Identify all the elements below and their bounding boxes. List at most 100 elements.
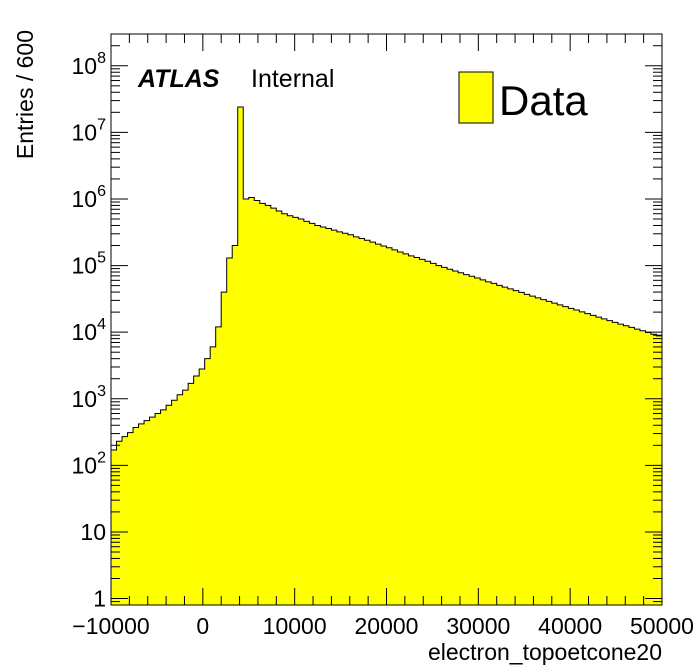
x-tick-label: −10000: [72, 613, 149, 639]
histogram-bin: [452, 270, 459, 605]
histogram-bin: [584, 313, 591, 605]
histogram-bin: [617, 324, 624, 605]
x-tick-label: 0: [196, 613, 209, 639]
histogram-bin: [386, 247, 393, 605]
histogram-bin: [166, 405, 172, 605]
y-tick-label: 102: [72, 449, 107, 478]
histogram-bin: [425, 261, 431, 605]
x-tick-label: 20000: [355, 613, 419, 639]
histogram-bin: [232, 245, 239, 605]
histogram-bin: [414, 257, 420, 605]
histogram-bin: [491, 283, 497, 605]
histogram-bin: [254, 200, 261, 606]
histogram-bin: [248, 197, 255, 605]
histogram-bin: [149, 417, 156, 605]
histogram-bin: [155, 413, 161, 605]
histogram-bin: [463, 274, 470, 605]
histogram-bin: [469, 276, 475, 605]
histogram-bin: [221, 292, 228, 605]
histogram-bin: [226, 257, 233, 605]
plot-frame: [110, 33, 663, 606]
histogram-bin: [656, 335, 663, 605]
x-tick-label: 40000: [538, 613, 602, 639]
histogram-bin: [524, 294, 531, 605]
histogram-bin: [336, 231, 343, 605]
histogram-bin: [347, 234, 354, 606]
histogram-bin: [342, 233, 349, 605]
histogram-bin: [325, 228, 332, 605]
histogram-bin: [204, 358, 211, 605]
histogram-bin: [557, 304, 564, 605]
histogram-bin: [309, 223, 316, 605]
y-tick-label: 106: [72, 183, 107, 212]
histogram-bin: [276, 210, 283, 605]
histogram-bin: [177, 394, 183, 605]
legend: Data: [458, 71, 588, 124]
histogram-bin: [403, 253, 409, 606]
histogram-bin: [171, 400, 178, 605]
histogram-bin: [138, 423, 145, 605]
histogram-bin: [160, 409, 167, 605]
histogram-bin: [535, 297, 542, 605]
axis-ticks: [110, 33, 663, 606]
histogram-bin: [408, 255, 415, 605]
histogram-bin: [650, 334, 657, 605]
histogram-bin: [265, 205, 272, 605]
histogram-bin: [298, 219, 305, 605]
y-axis-label: Entries / 600: [12, 30, 38, 159]
histogram-bin: [485, 281, 492, 605]
y-tick-label: 104: [72, 316, 107, 345]
histogram-bin: [419, 259, 426, 605]
histogram-bars: [111, 107, 663, 606]
histogram-bin: [601, 318, 608, 605]
histogram-bin: [364, 240, 371, 605]
histogram-bin: [480, 279, 486, 605]
histogram-bin: [116, 441, 123, 605]
histogram-bin: [562, 306, 569, 605]
histogram-bin: [645, 332, 652, 605]
x-tick-label: 30000: [446, 613, 510, 639]
x-tick-label: 10000: [263, 613, 327, 639]
y-tick-label: 1: [93, 586, 106, 612]
histogram-bin: [551, 303, 558, 605]
histogram-outline: [111, 106, 662, 451]
x-tick-label: 50000: [630, 613, 694, 639]
histogram-bin: [392, 249, 398, 606]
histogram-bin: [237, 107, 244, 606]
histogram-bin: [358, 238, 365, 605]
histogram-bin: [430, 263, 437, 605]
histogram-bin: [540, 299, 547, 605]
histogram-bin: [639, 330, 646, 605]
histogram-bin: [502, 287, 509, 605]
histogram-bin: [474, 278, 481, 605]
histogram-bin: [441, 267, 448, 605]
histogram-bin: [331, 230, 338, 605]
histogram-bin: [303, 221, 310, 605]
histogram-bin: [281, 213, 288, 605]
histogram-bin: [628, 327, 635, 605]
histogram-bin: [127, 432, 134, 605]
histogram-bin: [546, 301, 553, 605]
histogram-bin: [634, 329, 641, 605]
histogram-bin: [287, 215, 294, 605]
legend-entry-data: Data: [499, 77, 588, 124]
histogram-bin: [590, 315, 597, 605]
histogram-bin: [270, 208, 277, 605]
histogram-bin: [458, 272, 464, 605]
y-tick-label: 107: [72, 116, 107, 145]
histogram-bin: [623, 325, 630, 605]
histogram-bin: [606, 320, 613, 605]
histogram-bin: [215, 326, 222, 605]
histogram-bin: [193, 375, 200, 605]
histogram-bin: [369, 242, 376, 606]
histogram-bin: [314, 225, 321, 605]
histogram-bin: [375, 244, 382, 605]
x-axis-label: electron_topoetcone20: [428, 639, 662, 665]
x-tick-labels: −10000 0 10000 20000 30000 40000 50000: [72, 613, 694, 639]
histogram-bin: [496, 285, 503, 605]
histogram-bin: [397, 251, 404, 605]
histogram-bin: [122, 436, 128, 605]
y-tick-label: 10: [80, 519, 106, 545]
histogram-bin: [243, 198, 250, 605]
